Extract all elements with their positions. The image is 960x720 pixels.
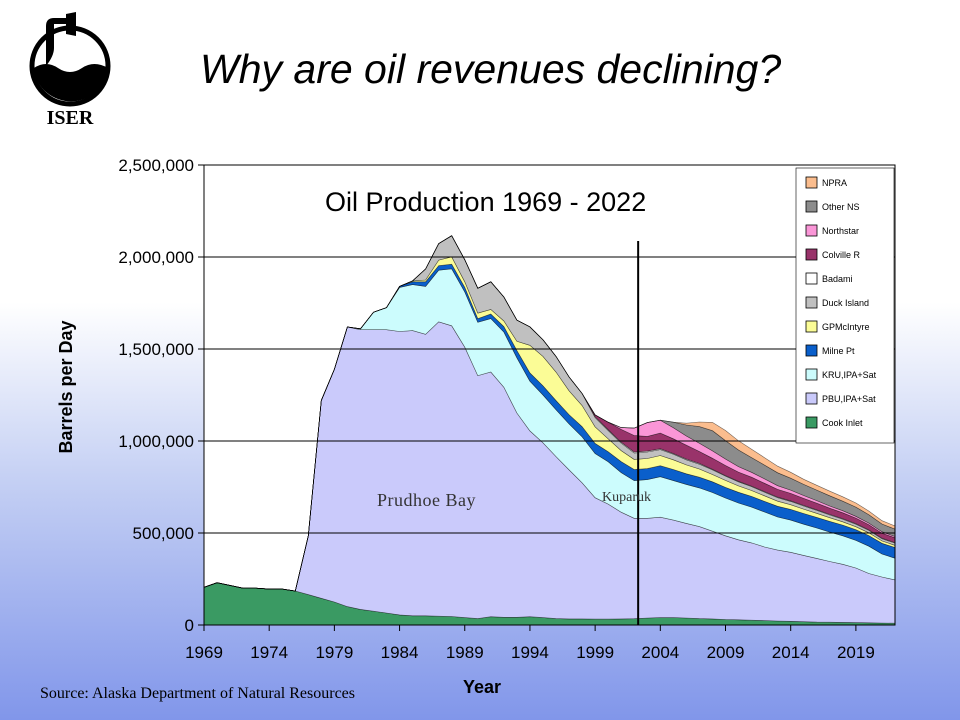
annotation-prudhoe-bay: Prudhoe Bay (377, 490, 476, 510)
legend-label: Northstar (822, 226, 859, 236)
legend-label: GPMcIntyre (822, 322, 870, 332)
legend-swatch (805, 224, 818, 237)
legend-swatch (805, 320, 818, 333)
page-title: Why are oil revenues declining? (200, 46, 782, 92)
legend-label: PBU,IPA+Sat (822, 394, 876, 404)
legend-label: Cook Inlet (822, 418, 863, 428)
x-tick-label: 2014 (772, 643, 810, 662)
y-tick-label: 2,500,000 (118, 156, 194, 175)
chart-title: Oil Production 1969 - 2022 (325, 187, 646, 217)
legend-swatch (805, 248, 818, 261)
x-tick-label: 1969 (185, 643, 223, 662)
x-tick-label: 1974 (250, 643, 288, 662)
legend-swatch (805, 368, 818, 381)
x-tick-label: 1994 (511, 643, 549, 662)
legend-swatch (805, 392, 818, 405)
oil-drop-logo-graphic (29, 12, 111, 107)
y-axis-title: Barrels per Day (56, 320, 76, 453)
y-tick-label: 1,500,000 (118, 340, 194, 359)
x-tick-label: 1984 (381, 643, 419, 662)
legend-label: KRU,IPA+Sat (822, 370, 877, 380)
x-tick-label: 1999 (576, 643, 614, 662)
legend-swatch (805, 272, 818, 285)
y-tick-label: 1,000,000 (118, 432, 194, 451)
source-note: Source: Alaska Department of Natural Res… (40, 685, 356, 702)
x-tick-label: 1979 (315, 643, 353, 662)
x-tick-label: 2004 (641, 643, 679, 662)
plot-border (203, 164, 896, 626)
annotation-kuparuk: Kuparuk (602, 490, 651, 505)
x-axis-title: Year (463, 677, 501, 697)
legend-label: Milne Pt (822, 346, 855, 356)
legend-label: Duck Island (822, 298, 869, 308)
legend-label: Badami (822, 274, 853, 284)
legend-swatch (805, 200, 818, 213)
legend-swatch (805, 296, 818, 309)
legend-swatch (805, 176, 818, 189)
legend-swatch (805, 344, 818, 357)
y-tick-label: 0 (185, 616, 194, 635)
y-tick-label: 2,000,000 (118, 248, 194, 267)
legend-swatch (805, 416, 818, 429)
x-tick-label: 2009 (707, 643, 745, 662)
x-tick-label: 2019 (837, 643, 875, 662)
iser-logo: ISER (29, 12, 111, 129)
y-tick-label: 500,000 (133, 524, 194, 543)
legend-label: Other NS (822, 202, 860, 212)
legend-label: NPRA (822, 178, 847, 188)
logo-text: ISER (47, 107, 94, 129)
legend-label: Colville R (822, 250, 861, 260)
x-tick-label: 1989 (446, 643, 484, 662)
